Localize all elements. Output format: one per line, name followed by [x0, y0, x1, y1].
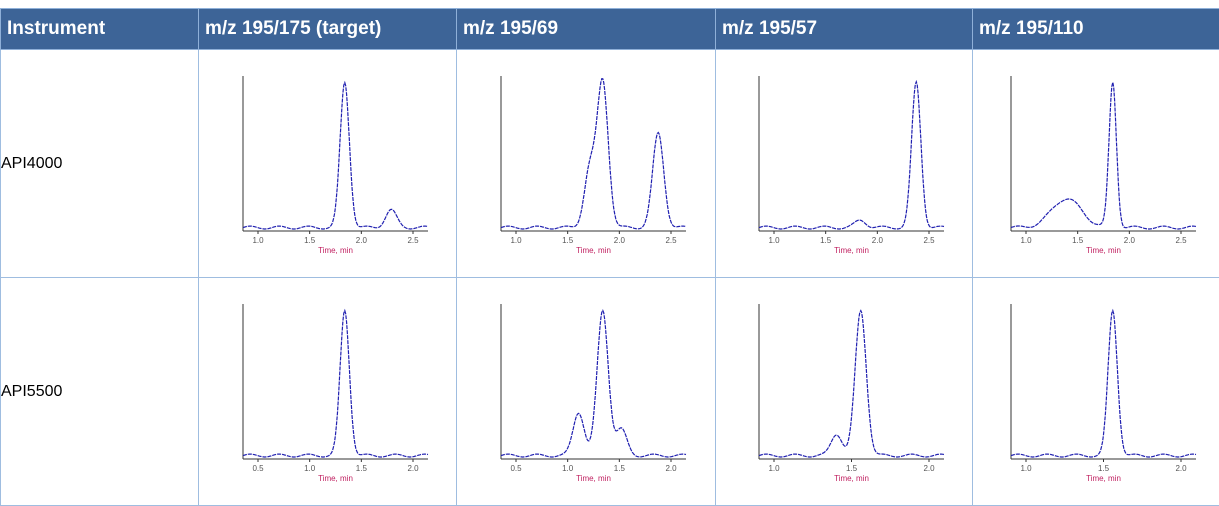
x-tick-label: 2.0: [1175, 464, 1187, 473]
x-tick-label: 0.5: [510, 464, 522, 473]
plot-cell: 1.0 1.5 2.0 Time, min: [715, 277, 973, 506]
plot-cell: 0.5 1.0 1.5 2.0 Time, min: [198, 277, 457, 506]
x-tick-label: 1.0: [252, 236, 264, 245]
x-tick-label: 1.5: [614, 464, 626, 473]
x-tick-label: 1.5: [304, 236, 316, 245]
plot-cell: 1.0 1.5 2.0 2.5 Time, min: [456, 49, 716, 278]
chromatogram: 1.0 1.5 2.0 2.5 Time, min: [1010, 76, 1197, 255]
x-tick-label: 2.0: [614, 236, 626, 245]
x-tick-label: 2.0: [407, 464, 419, 473]
x-tick-label: 1.0: [768, 464, 780, 473]
chromatogram: 1.0 1.5 2.0 2.5 Time, min: [758, 76, 945, 255]
row-label: API4000: [1, 154, 63, 172]
trace: [1010, 308, 1197, 458]
chromatogram: 1.0 1.5 2.0 2.5 Time, min: [500, 76, 687, 255]
row-label-cell: API4000: [0, 49, 199, 278]
x-axis-label: Time, min: [576, 246, 611, 255]
plot-cell: 1.0 1.5 2.0 2.5 Time, min: [198, 49, 457, 278]
row-label: API5500: [1, 382, 63, 400]
chromatogram: 1.0 1.5 2.0 Time, min: [1010, 304, 1197, 483]
trace: [242, 80, 428, 230]
chromatogram: 1.0 1.5 2.0 2.5 Time, min: [242, 76, 428, 255]
x-tick-label: 2.5: [665, 236, 677, 245]
x-tick-label: 1.5: [820, 236, 832, 245]
x-tick-label: 2.5: [1175, 236, 1187, 245]
row-label-cell: API5500: [0, 277, 199, 506]
trace: [758, 309, 945, 458]
table-row: API4000 1.0 1.5 2.0 2.5 Time, min 1.0 1.5 2.0 2.5…: [0, 49, 1219, 278]
table-row: API5500 0.5 1.0 1.5 2.0 Time, min 0.5 1.0 1.5 2.0…: [0, 277, 1219, 506]
x-tick-label: 1.5: [355, 464, 367, 473]
x-tick-label: 2.0: [872, 236, 884, 245]
x-tick-label: 1.0: [1020, 464, 1032, 473]
x-tick-label: 0.5: [252, 464, 264, 473]
chromatogram: 1.0 1.5 2.0 Time, min: [758, 304, 945, 483]
header-cell: m/z 195/175 (target): [198, 8, 457, 50]
x-tick-label: 1.0: [768, 236, 780, 245]
x-axis-label: Time, min: [834, 246, 869, 255]
x-tick-label: 2.5: [923, 236, 935, 245]
plot-cell: 1.0 1.5 2.0 2.5 Time, min: [715, 49, 973, 278]
x-axis-label: Time, min: [1086, 474, 1121, 483]
table-body: API4000 1.0 1.5 2.0 2.5 Time, min 1.0 1.5 2.0 2.5…: [0, 49, 1219, 506]
chromatogram: 0.5 1.0 1.5 2.0 Time, min: [242, 304, 428, 483]
x-tick-label: 1.5: [846, 464, 858, 473]
x-tick-label: 2.0: [665, 464, 677, 473]
trace: [500, 78, 687, 230]
x-axis-label: Time, min: [318, 246, 353, 255]
header-cell: Instrument: [0, 8, 199, 50]
header-row: Instrument m/z 195/175 (target) m/z 195/69…: [0, 8, 1219, 50]
plot-cell: 0.5 1.0 1.5 2.0 Time, min: [456, 277, 716, 506]
trace: [500, 309, 687, 458]
x-axis-label: Time, min: [318, 474, 353, 483]
x-tick-label: 1.0: [562, 464, 574, 473]
x-tick-label: 1.5: [1098, 464, 1110, 473]
plot-cell: 1.0 1.5 2.0 2.5 Time, min: [972, 49, 1219, 278]
header-cell: m/z 195/110: [972, 8, 1219, 50]
x-tick-label: 2.0: [1124, 236, 1136, 245]
x-tick-label: 2.0: [355, 236, 367, 245]
x-tick-label: 2.0: [923, 464, 935, 473]
header-cell: m/z 195/69: [456, 8, 716, 50]
trace: [758, 79, 945, 230]
plot-cell: 1.0 1.5 2.0 Time, min: [972, 277, 1219, 506]
x-axis-label: Time, min: [834, 474, 869, 483]
trace: [1010, 82, 1197, 230]
x-axis-label: Time, min: [576, 474, 611, 483]
x-tick-label: 1.5: [1072, 236, 1084, 245]
x-tick-label: 1.0: [1020, 236, 1032, 245]
x-tick-label: 2.5: [407, 236, 419, 245]
results-table: Instrument m/z 195/175 (target) m/z 195/69…: [0, 8, 1219, 506]
chromatogram: 0.5 1.0 1.5 2.0 Time, min: [500, 304, 687, 483]
trace: [242, 308, 428, 458]
x-tick-label: 1.0: [304, 464, 316, 473]
x-tick-label: 1.5: [562, 236, 574, 245]
header-cell: m/z 195/57: [715, 8, 973, 50]
x-tick-label: 1.0: [510, 236, 522, 245]
x-axis-label: Time, min: [1086, 246, 1121, 255]
